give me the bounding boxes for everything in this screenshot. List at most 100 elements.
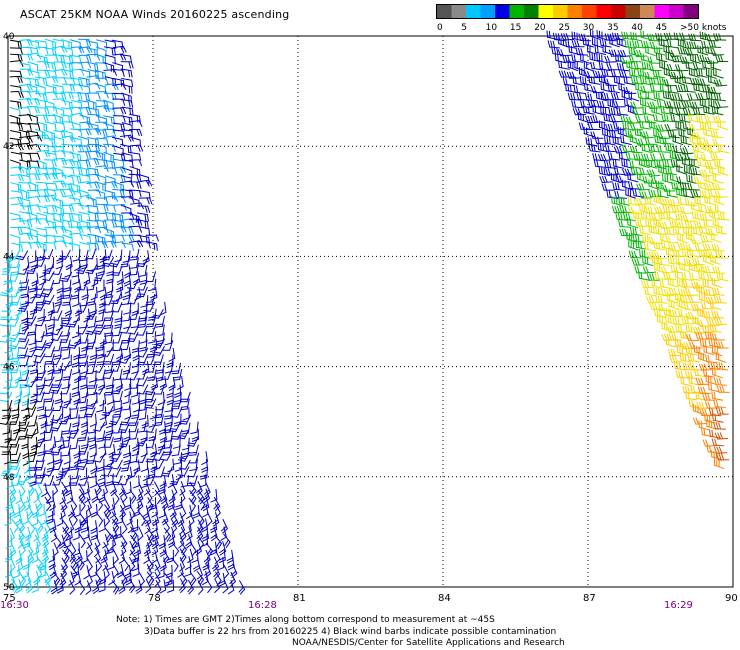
wind-barb — [660, 288, 675, 297]
wind-barb — [662, 159, 675, 168]
wind-barb — [121, 106, 134, 116]
wind-barb — [673, 100, 686, 110]
wind-barb — [76, 302, 89, 313]
wind-barb — [594, 45, 607, 56]
wind-barb — [80, 519, 89, 533]
wind-barb — [95, 556, 103, 572]
wind-barb — [187, 475, 198, 487]
wind-barb — [689, 53, 702, 64]
wind-barb — [61, 481, 69, 497]
wind-barb — [700, 153, 714, 162]
wind-barb — [708, 338, 721, 348]
wind-barb — [9, 527, 16, 543]
wind-barb — [702, 325, 715, 334]
wind-barb — [189, 489, 197, 505]
wind-barb — [106, 339, 114, 353]
wind-barb — [151, 541, 159, 556]
wind-barb — [122, 287, 130, 301]
wind-barb — [9, 106, 21, 118]
longitude-label: 87 — [583, 593, 596, 604]
wind-barb — [711, 244, 725, 252]
wind-barb — [104, 325, 114, 337]
wind-barb — [180, 475, 190, 488]
wind-barb — [90, 391, 98, 406]
wind-barb — [88, 436, 97, 450]
wind-barb — [95, 165, 109, 173]
wind-barb — [36, 398, 45, 412]
wind-barb — [103, 167, 118, 175]
wind-barb — [112, 92, 126, 101]
wind-barb — [639, 203, 651, 214]
wind-barb — [34, 331, 45, 343]
wind-barb — [130, 526, 138, 541]
wind-barb — [53, 76, 68, 85]
wind-barb — [644, 242, 657, 252]
wind-barb — [577, 112, 589, 123]
wind-barb — [146, 316, 157, 328]
latitude-label: 44 — [3, 252, 15, 262]
wind-barb — [632, 108, 646, 116]
wind-barb — [699, 98, 711, 109]
wind-barb — [105, 377, 114, 390]
wind-barb — [663, 67, 675, 78]
wind-barb — [655, 226, 667, 236]
wind-barb — [625, 187, 636, 199]
wind-barb — [98, 301, 106, 315]
wind-barb — [112, 518, 120, 534]
wind-barb — [112, 406, 123, 418]
wind-barb — [77, 92, 90, 101]
wind-barb — [9, 376, 20, 388]
wind-barb — [706, 273, 720, 282]
wind-barb — [35, 76, 48, 86]
wind-barb — [18, 182, 32, 190]
wind-barb — [608, 49, 623, 57]
wind-barb — [60, 325, 71, 337]
wind-barb — [669, 105, 681, 117]
wind-barb — [703, 344, 715, 356]
wind-barb — [27, 355, 38, 367]
wind-barb — [218, 549, 226, 564]
wind-barb — [670, 159, 683, 168]
wind-barb — [189, 458, 198, 472]
wind-barb — [63, 535, 71, 549]
wind-barb — [155, 580, 162, 595]
wind-barb — [79, 294, 89, 307]
wind-barb — [111, 383, 124, 395]
wind-barb — [638, 157, 650, 169]
wind-barb — [636, 172, 648, 183]
wind-barb — [82, 526, 90, 540]
scale-swatch — [538, 5, 554, 18]
wind-barb — [572, 107, 586, 116]
wind-barb — [691, 211, 704, 221]
wind-barb — [104, 384, 115, 396]
wind-barb — [154, 564, 161, 580]
wind-barb — [9, 70, 23, 79]
wind-barb — [201, 458, 209, 473]
wind-barb — [663, 101, 677, 109]
wind-barb — [166, 549, 175, 564]
wind-barb — [120, 99, 134, 108]
wind-barb — [641, 143, 653, 154]
wind-barb — [58, 465, 71, 476]
wind-barb — [74, 519, 82, 534]
wind-barb — [626, 232, 638, 243]
wind-barb — [0, 466, 13, 477]
wind-barb — [43, 137, 56, 146]
wind-barb — [637, 68, 650, 78]
wind-barb — [678, 113, 691, 123]
wind-barb — [0, 392, 13, 403]
wind-barb — [159, 429, 168, 444]
wind-barb — [683, 84, 696, 93]
wind-barb — [625, 152, 639, 160]
wind-barb — [103, 68, 118, 77]
wind-barb — [206, 511, 213, 527]
wind-barb — [27, 189, 41, 198]
wind-barb — [112, 145, 124, 156]
wind-barb — [56, 512, 64, 527]
wind-barb — [703, 195, 716, 205]
wind-barb — [12, 565, 20, 579]
wind-barb — [9, 234, 21, 245]
wind-barb — [238, 580, 246, 595]
wind-barb — [691, 257, 705, 266]
wind-barb — [632, 40, 645, 49]
